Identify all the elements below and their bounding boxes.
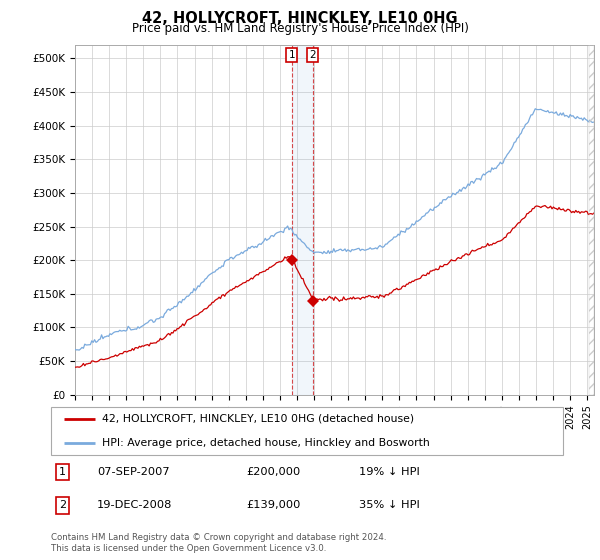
Text: 2: 2 <box>59 501 66 510</box>
Text: 1: 1 <box>59 467 66 477</box>
Text: 1: 1 <box>289 50 295 60</box>
Text: 19-DEC-2008: 19-DEC-2008 <box>97 501 173 510</box>
Text: 2: 2 <box>310 50 316 60</box>
Text: 07-SEP-2007: 07-SEP-2007 <box>97 467 170 477</box>
Text: 42, HOLLYCROFT, HINCKLEY, LE10 0HG (detached house): 42, HOLLYCROFT, HINCKLEY, LE10 0HG (deta… <box>103 414 415 423</box>
Text: HPI: Average price, detached house, Hinckley and Bosworth: HPI: Average price, detached house, Hinc… <box>103 438 430 448</box>
Text: Contains HM Land Registry data © Crown copyright and database right 2024.
This d: Contains HM Land Registry data © Crown c… <box>51 533 386 553</box>
Text: 19% ↓ HPI: 19% ↓ HPI <box>359 467 419 477</box>
Bar <box>292 45 313 395</box>
Text: Price paid vs. HM Land Registry's House Price Index (HPI): Price paid vs. HM Land Registry's House … <box>131 22 469 35</box>
Text: £139,000: £139,000 <box>246 501 301 510</box>
Text: 35% ↓ HPI: 35% ↓ HPI <box>359 501 419 510</box>
Text: 42, HOLLYCROFT, HINCKLEY, LE10 0HG: 42, HOLLYCROFT, HINCKLEY, LE10 0HG <box>142 11 458 26</box>
Text: £200,000: £200,000 <box>246 467 300 477</box>
FancyBboxPatch shape <box>51 407 563 455</box>
